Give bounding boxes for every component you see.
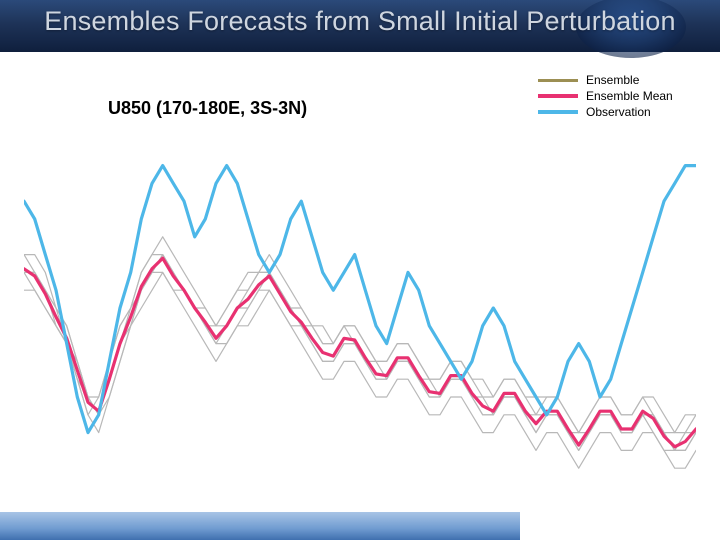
footer-bar [0, 512, 520, 540]
legend-swatch [538, 94, 578, 98]
legend-swatch [538, 79, 578, 82]
legend-label: Observation [586, 105, 651, 119]
legend-row: Observation [538, 104, 673, 120]
legend-row: Ensemble Mean [538, 88, 673, 104]
legend-swatch [538, 110, 578, 114]
chart-subtitle: U850 (170-180E, 3S-3N) [108, 98, 307, 119]
legend-row: Ensemble [538, 72, 673, 88]
chart-container [24, 130, 696, 486]
observation-line [24, 166, 696, 433]
ensemble-line-2 [24, 272, 696, 468]
page-title: Ensembles Forecasts from Small Initial P… [0, 6, 720, 37]
line-chart [24, 130, 696, 486]
legend-label: Ensemble [586, 73, 639, 87]
legend-label: Ensemble Mean [586, 89, 673, 103]
legend: Ensemble Ensemble Mean Observation [538, 72, 673, 120]
